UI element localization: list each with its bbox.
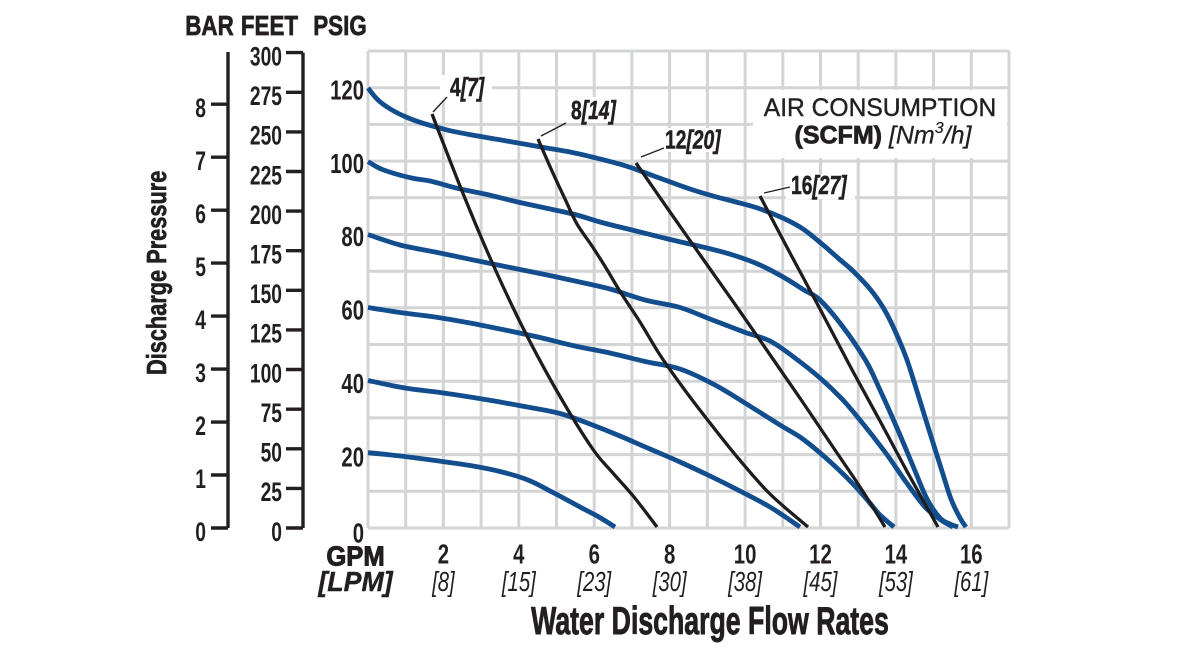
- svg-text:[38]: [38]: [727, 567, 763, 598]
- svg-text:5: 5: [195, 252, 206, 282]
- svg-text:PSIG: PSIG: [313, 11, 367, 42]
- svg-text:8: 8: [664, 539, 675, 570]
- svg-text:6: 6: [589, 539, 600, 570]
- svg-text:[61]: [61]: [954, 567, 990, 598]
- svg-text:1: 1: [195, 464, 206, 494]
- svg-text:[23]: [23]: [576, 567, 612, 598]
- svg-text:10: 10: [734, 539, 757, 570]
- svg-text:225: 225: [250, 160, 282, 190]
- svg-text:175: 175: [250, 239, 282, 269]
- svg-text:0: 0: [195, 517, 206, 547]
- svg-text:[8]: [8]: [431, 567, 455, 598]
- svg-text:100: 100: [330, 149, 364, 180]
- svg-text:2: 2: [438, 539, 449, 570]
- svg-text:AIR CONSUMPTION: AIR CONSUMPTION: [764, 95, 996, 122]
- svg-text:14: 14: [885, 539, 908, 570]
- svg-text:60: 60: [341, 296, 364, 327]
- svg-text:80: 80: [341, 222, 364, 253]
- svg-text:250: 250: [250, 121, 282, 151]
- svg-text:2: 2: [195, 411, 206, 441]
- svg-text:FEET: FEET: [241, 11, 299, 42]
- svg-text:150: 150: [250, 279, 282, 309]
- svg-text:3: 3: [195, 358, 206, 388]
- svg-text:12: 12: [809, 539, 832, 570]
- svg-text:GPM: GPM: [326, 540, 384, 571]
- svg-text:8[14]: 8[14]: [571, 95, 617, 125]
- svg-text:0: 0: [271, 517, 282, 547]
- svg-text:[45]: [45]: [803, 567, 839, 598]
- svg-text:[LPM]: [LPM]: [317, 565, 393, 597]
- svg-text:16: 16: [960, 539, 983, 570]
- svg-text:4: 4: [195, 305, 206, 335]
- svg-text:20: 20: [341, 442, 364, 473]
- svg-text:7: 7: [195, 146, 206, 176]
- svg-text:4: 4: [513, 539, 525, 570]
- svg-text:Water Discharge Flow Rates: Water Discharge Flow Rates: [531, 600, 889, 643]
- svg-text:8: 8: [195, 93, 206, 123]
- svg-text:125: 125: [250, 319, 282, 349]
- svg-text:6: 6: [195, 199, 206, 229]
- svg-text:120: 120: [330, 75, 364, 106]
- svg-text:200: 200: [250, 200, 282, 230]
- svg-text:300: 300: [250, 41, 282, 71]
- svg-text:100: 100: [250, 358, 282, 388]
- svg-text:275: 275: [250, 81, 282, 111]
- svg-text:40: 40: [341, 369, 364, 400]
- svg-text:50: 50: [261, 438, 282, 468]
- svg-text:Discharge Pressure: Discharge Pressure: [141, 171, 172, 375]
- svg-text:4[7]: 4[7]: [450, 72, 485, 102]
- svg-text:BAR: BAR: [185, 11, 234, 42]
- svg-text:[15]: [15]: [501, 567, 537, 598]
- svg-text:[53]: [53]: [878, 567, 914, 598]
- svg-text:0: 0: [353, 519, 364, 550]
- svg-text:75: 75: [261, 398, 282, 428]
- svg-text:25: 25: [261, 477, 282, 507]
- svg-text:(SCFM) [Nm3/h]: (SCFM) [Nm3/h]: [795, 120, 973, 150]
- svg-text:16[27]: 16[27]: [791, 170, 848, 200]
- svg-text:[30]: [30]: [652, 567, 688, 598]
- svg-text:12[20]: 12[20]: [665, 125, 722, 155]
